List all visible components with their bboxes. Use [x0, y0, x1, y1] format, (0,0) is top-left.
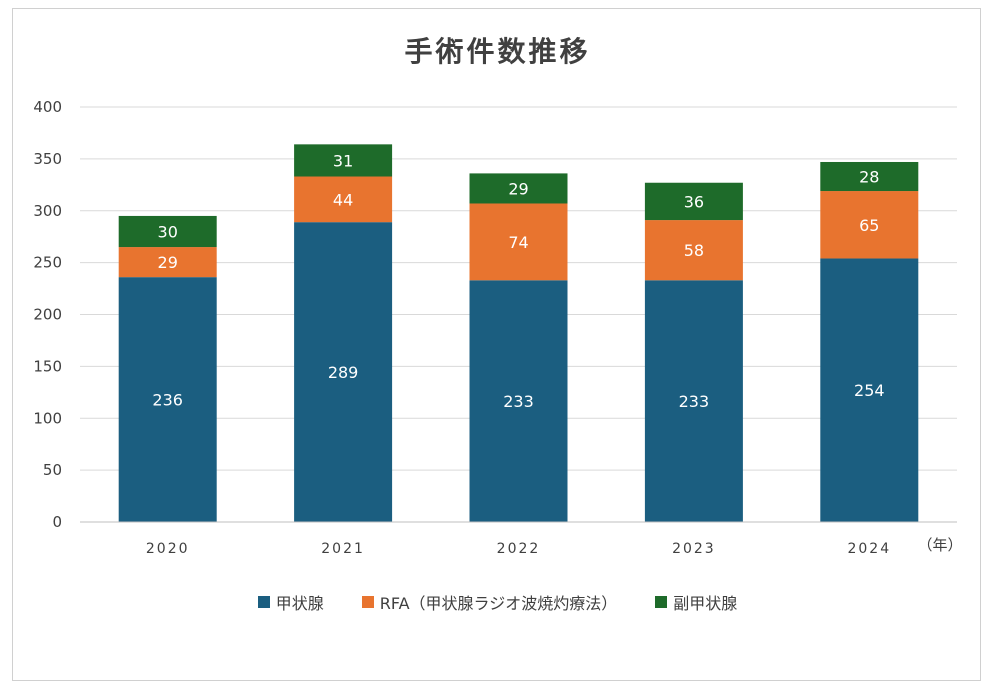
legend-label-thyroid: 甲状腺: [275, 594, 324, 613]
x-tick-label-2022: 2022: [497, 541, 541, 557]
y-tick-label-100: 100: [33, 409, 62, 427]
legend-swatch-parathyroid: [655, 596, 668, 608]
data-label-2023-series-2: 36: [684, 192, 704, 211]
legend-swatch-thyroid: [257, 596, 270, 608]
data-label-2024-series-1: 65: [859, 216, 879, 235]
x-tick-label-2020: 2020: [146, 541, 190, 557]
y-tick-label-400: 400: [33, 98, 62, 116]
bar-2020-series-0: [118, 277, 217, 522]
data-label-2023-series-0: 233: [679, 392, 710, 411]
legend-swatch-rfa: [361, 596, 374, 608]
bar-2023-series-0: [644, 280, 743, 522]
bar-2020-series-2: [118, 215, 217, 248]
y-tick-label-250: 250: [33, 254, 62, 272]
bar-2024-series-1: [820, 191, 919, 259]
bar-2021-series-2: [294, 144, 393, 177]
bar-2023-series-1: [644, 220, 743, 281]
data-label-2022-series-1: 74: [508, 233, 528, 252]
data-label-2021-series-0: 289: [328, 363, 359, 382]
data-label-2023-series-1: 58: [684, 241, 704, 260]
bar-2023-series-2: [644, 182, 743, 221]
bar-2022-series-1: [469, 203, 568, 281]
bar-2022-series-0: [469, 280, 568, 522]
legend-label-parathyroid: 副甲状腺: [673, 594, 738, 613]
bar-2022-series-2: [469, 173, 568, 204]
data-label-2022-series-0: 233: [503, 392, 534, 411]
y-tick-label-150: 150: [33, 357, 62, 375]
x-tick-label-2023: 2023: [672, 541, 716, 557]
legend-item-parathyroid: 副甲状腺: [655, 590, 737, 614]
y-tick-label-0: 0: [52, 513, 62, 531]
data-label-2024-series-0: 254: [854, 381, 885, 400]
legend-item-thyroid: 甲状腺: [257, 590, 324, 614]
data-label-2024-series-2: 28: [859, 168, 879, 187]
y-tick-label-50: 50: [43, 461, 62, 479]
data-label-2021-series-1: 44: [333, 190, 353, 209]
data-label-2020-series-1: 29: [158, 253, 178, 272]
y-tick-label-200: 200: [33, 306, 62, 324]
legend: 甲状腺 RFA（甲状腺ラジオ波焼灼療法） 副甲状腺: [0, 588, 995, 616]
data-label-2021-series-2: 31: [333, 151, 353, 170]
data-label-2020-series-2: 30: [158, 223, 178, 242]
legend-item-rfa: RFA（甲状腺ラジオ波焼灼療法）: [361, 590, 618, 614]
bar-2020-series-1: [118, 247, 217, 278]
data-label-2020-series-0: 236: [152, 391, 183, 410]
x-tick-label-2021: 2021: [321, 541, 365, 557]
bar-2021-series-0: [294, 222, 393, 522]
data-label-2022-series-2: 29: [508, 179, 528, 198]
bar-2024-series-0: [820, 258, 919, 522]
bar-2021-series-1: [294, 176, 393, 223]
x-tick-label-2024: 2024: [847, 541, 891, 557]
y-tick-label-350: 350: [33, 150, 62, 168]
y-tick-label-300: 300: [33, 202, 62, 220]
chart-title: 手術件数推移: [404, 35, 591, 68]
legend-label-rfa: RFA（甲状腺ラジオ波焼灼療法）: [379, 594, 618, 613]
bar-2024-series-2: [820, 161, 919, 192]
x-axis-unit-label: （年）: [917, 536, 962, 554]
